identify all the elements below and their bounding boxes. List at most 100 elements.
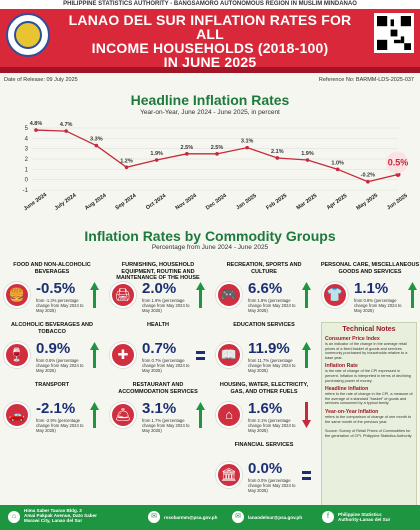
card-description: from 1.9% (percentage change from May 20… bbox=[142, 298, 190, 313]
inflation-heading: Inflation Rate bbox=[325, 363, 358, 370]
y-tick-label: 2 bbox=[25, 157, 29, 163]
card-value: -0.5% bbox=[36, 280, 76, 297]
yoy-heading: Year-on-Year Inflation bbox=[325, 408, 379, 415]
burger-icon: 🍔 bbox=[4, 282, 30, 308]
commodity-card: RECREATION, SPORTS AND CULTURE 🎮 6.6% from … bbox=[214, 262, 314, 320]
bell-icon: 🛎 bbox=[110, 402, 136, 428]
card-title: RECREATION, SPORTS AND CULTURE bbox=[226, 262, 302, 275]
commodity-title: Inflation Rates by Commodity Groups bbox=[84, 228, 336, 244]
org-line-2: Authority-Lanao del Sur bbox=[338, 517, 391, 522]
card-title: HEALTH bbox=[147, 322, 169, 328]
data-label: -0.2% bbox=[361, 173, 375, 179]
facebook-icon[interactable]: f bbox=[322, 511, 334, 523]
card-description: from 1.7% (percentage change from May 20… bbox=[142, 418, 190, 433]
y-tick-label: 5 bbox=[25, 126, 29, 132]
data-point bbox=[94, 143, 99, 148]
psa-logo-icon bbox=[6, 13, 50, 57]
arrow-up-icon bbox=[196, 402, 205, 428]
cpi-text: is an indicator of the change in the ave… bbox=[325, 342, 408, 360]
x-tick-label: July 2024 bbox=[54, 192, 79, 212]
arrow-up-icon bbox=[302, 342, 311, 368]
card-value: 1.6% bbox=[248, 400, 283, 417]
y-tick-label: 3 bbox=[25, 147, 29, 153]
data-label: 0.5% bbox=[388, 158, 409, 168]
qr-code-icon[interactable] bbox=[374, 13, 414, 53]
header: LANAO DEL SUR INFLATION RATES FOR ALL IN… bbox=[0, 9, 420, 73]
data-label: 3.1% bbox=[241, 139, 254, 145]
footer-address: Hima Saber Tauras Bldg. 3 Amai Pakpak Av… bbox=[24, 508, 97, 523]
card-title: PERSONAL CARE, MISCELLANEOUS GOODS AND S… bbox=[320, 262, 420, 275]
data-point bbox=[154, 158, 159, 162]
card-value: 0.7% bbox=[142, 340, 177, 357]
car-icon: 🚗 bbox=[4, 402, 30, 428]
equal-icon bbox=[196, 351, 205, 360]
address-line-2: Amai Pakpak Avenue, Dato Saber bbox=[24, 513, 97, 518]
data-label: 1.9% bbox=[150, 151, 163, 157]
y-tick-label: 1 bbox=[25, 167, 29, 173]
inflation-text: is the rate of change of the CPI express… bbox=[325, 369, 411, 383]
technical-notes: Technical Notes Consumer Price Index is … bbox=[321, 322, 417, 520]
x-tick-label: Feb 2025 bbox=[265, 193, 288, 211]
bottle-icon: 🍷 bbox=[4, 342, 30, 368]
data-label: 4.8% bbox=[30, 121, 43, 127]
page-title: LANAO DEL SUR INFLATION RATES FOR ALL IN… bbox=[60, 13, 360, 69]
data-point bbox=[305, 158, 310, 162]
y-tick-label: 0 bbox=[25, 178, 29, 184]
card-value: 2.0% bbox=[142, 280, 177, 297]
card-description: from 0.7% (percentage change from May 20… bbox=[142, 358, 190, 373]
email-icon: ✉ bbox=[232, 511, 244, 523]
medkit-icon: ✚ bbox=[110, 342, 136, 368]
source-text: Source: Survey of Retail Prices of Commo… bbox=[325, 429, 412, 438]
data-point bbox=[124, 165, 129, 170]
printer-icon: 🖨 bbox=[110, 282, 136, 308]
card-value: -2.1% bbox=[36, 400, 76, 417]
card-title: FOOD AND NON-ALCOHOLIC BEVERAGES bbox=[13, 262, 91, 275]
arrow-up-icon bbox=[90, 402, 99, 428]
email-link-2[interactable]: lanaodelsur@psa.gov.ph bbox=[248, 515, 303, 520]
card-value: 0.9% bbox=[36, 340, 71, 357]
commodity-subtitle: Percentage from June 2024 - June 2025 bbox=[151, 244, 269, 251]
commodity-card: ALCOHOLIC BEVERAGES AND TOBACCO 🍷 0.9% from… bbox=[2, 322, 102, 380]
y-tick-label: 4 bbox=[25, 136, 29, 142]
data-label: 1.2% bbox=[120, 158, 133, 164]
data-point bbox=[215, 152, 219, 156]
address-line-1: Hima Saber Tauras Bldg. 3 bbox=[24, 508, 82, 513]
house-icon: ⌂ bbox=[216, 402, 242, 428]
data-label: 2.5% bbox=[211, 145, 224, 151]
email-icon: ✉ bbox=[148, 511, 160, 523]
x-tick-label: Jun 2025 bbox=[386, 193, 409, 211]
card-description: from -1.3% percentage change from May 20… bbox=[36, 298, 84, 313]
x-tick-label: May 2025 bbox=[356, 193, 379, 212]
location-icon: ⌂ bbox=[8, 511, 20, 523]
equal-icon bbox=[302, 471, 311, 480]
card-value: 11.9% bbox=[248, 340, 290, 357]
commodity-card: HOUSING, WATER, ELECTRICITY, GAS, AND OT… bbox=[214, 382, 314, 440]
title-line-1: LANAO DEL SUR INFLATION RATES FOR ALL bbox=[68, 12, 352, 42]
card-title: FINANCIAL SERVICES bbox=[234, 442, 294, 448]
card-description: from -2.9% (percentage change from May 2… bbox=[36, 418, 84, 433]
headline-chart: 5 4 3 2 1 0 -1 4.8% June 2024 4.7% July 2024 3.3% Au… bbox=[6, 118, 414, 218]
arrow-up-icon bbox=[302, 282, 311, 308]
x-tick-label: Nov 2024 bbox=[175, 192, 199, 211]
email-link-1[interactable]: rssobarmm@psa.gov.ph bbox=[164, 515, 218, 520]
commodity-card: RESTAURANT AND ACCOMMODATION SERVICES 🛎 3.… bbox=[108, 382, 208, 440]
data-point bbox=[366, 179, 370, 184]
book-icon: 📖 bbox=[216, 342, 242, 368]
yoy-text: refers to the comparison of change of on… bbox=[325, 414, 412, 424]
commodity-card: PERSONAL CARE, MISCELLANEOUS GOODS AND S… bbox=[320, 262, 420, 320]
x-tick-label: Dec 2024 bbox=[205, 192, 229, 211]
bank-icon: 🏛 bbox=[216, 462, 242, 488]
data-point bbox=[335, 167, 340, 172]
x-tick-label: Jan 2025 bbox=[235, 193, 257, 211]
commodity-card: FURNISHING, HOUSEHOLD EQUIPMENT, ROUTINE… bbox=[108, 262, 208, 320]
arrow-up-icon bbox=[90, 342, 99, 368]
shirt-icon: 👕 bbox=[322, 282, 348, 308]
arrow-up-icon bbox=[90, 282, 99, 308]
tech-title: Technical Notes bbox=[342, 326, 396, 333]
data-label: 1.9% bbox=[301, 151, 314, 157]
card-description: from 0.6% (percentage change from May 20… bbox=[36, 358, 84, 373]
footer-org: Philippine Statistics Authority-Lanao de… bbox=[338, 512, 390, 522]
data-point bbox=[185, 152, 189, 156]
commodity-card: HEALTH ✚ 0.7% from 0.7% (percentage change … bbox=[108, 322, 208, 380]
gamepad-icon: 🎮 bbox=[216, 282, 242, 308]
